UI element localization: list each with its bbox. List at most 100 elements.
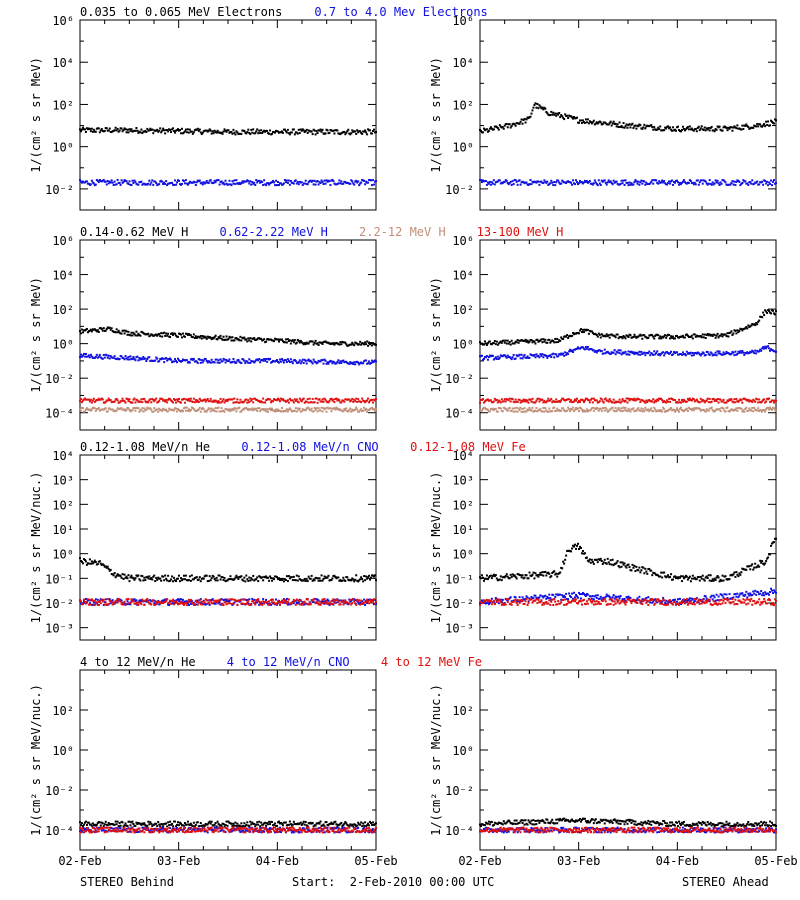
data-point (640, 179, 643, 182)
data-point (509, 573, 512, 576)
data-point (581, 119, 584, 122)
data-point (634, 179, 637, 182)
data-point (583, 399, 586, 402)
data-point (276, 602, 279, 605)
data-point (165, 180, 168, 183)
data-point (337, 600, 340, 603)
data-point (676, 125, 679, 128)
data-point (215, 131, 218, 134)
data-point (750, 182, 753, 185)
data-point (481, 358, 484, 361)
data-point (252, 409, 255, 412)
data-point (123, 408, 126, 411)
data-point (305, 577, 308, 580)
data-point (106, 179, 109, 182)
data-point (643, 334, 646, 337)
data-point (490, 577, 493, 580)
data-point (231, 598, 234, 601)
data-point (159, 577, 162, 580)
data-point (623, 336, 626, 339)
data-point (509, 357, 512, 360)
data-point (274, 184, 277, 187)
data-point (118, 599, 121, 602)
data-point (367, 181, 370, 184)
data-point (342, 182, 345, 185)
data-point (181, 410, 184, 413)
data-point (690, 354, 693, 357)
data-point (153, 407, 156, 410)
data-point (656, 350, 659, 353)
data-point (189, 579, 192, 582)
data-point (271, 181, 274, 184)
data-point (309, 577, 312, 580)
data-point (262, 600, 265, 603)
data-point (292, 401, 295, 404)
data-point (742, 127, 745, 130)
data-point (156, 357, 159, 360)
data-point (257, 599, 260, 602)
data-point (765, 310, 768, 313)
data-point (321, 410, 324, 413)
data-point (202, 408, 205, 411)
data-point (486, 358, 489, 361)
data-point (205, 410, 208, 413)
data-point (337, 359, 340, 362)
data-point (648, 399, 651, 402)
data-point (318, 577, 321, 580)
data-point (483, 406, 486, 409)
data-point (154, 359, 157, 362)
data-point (234, 576, 237, 579)
data-point (129, 576, 132, 579)
data-point (364, 604, 367, 607)
data-point (770, 312, 773, 315)
y-tick-label: 10⁴ (52, 56, 74, 70)
data-point (335, 362, 338, 365)
data-point (504, 355, 507, 358)
data-point (363, 400, 366, 403)
data-point (300, 360, 303, 363)
data-point (179, 333, 182, 336)
data-point (677, 410, 680, 413)
data-point (277, 577, 280, 580)
data-point (609, 352, 612, 355)
data-point (311, 179, 314, 182)
data-point (131, 179, 134, 182)
data-point (224, 601, 227, 604)
data-point (599, 336, 602, 339)
data-point (175, 360, 178, 363)
data-point (134, 359, 137, 362)
data-point (539, 571, 542, 574)
data-point (287, 598, 290, 601)
data-point (643, 123, 646, 126)
data-point (522, 119, 525, 122)
data-point (549, 576, 552, 579)
data-point (584, 118, 587, 121)
data-point (622, 399, 625, 402)
data-point (671, 179, 674, 182)
data-point (616, 351, 619, 354)
data-point (128, 358, 131, 361)
data-point (611, 406, 614, 409)
data-point (665, 336, 668, 339)
data-point (351, 397, 354, 400)
data-point (158, 407, 161, 410)
data-point (185, 131, 188, 134)
data-point (195, 128, 198, 131)
data-point (742, 351, 745, 354)
data-point (624, 337, 627, 340)
data-point (765, 182, 768, 185)
data-point (610, 563, 613, 566)
data-point (87, 603, 90, 606)
y-axis-label: 1/(cm² s sr MeV) (429, 277, 443, 393)
data-point (479, 577, 482, 580)
data-point (123, 358, 126, 361)
data-point (687, 182, 690, 185)
data-point (117, 130, 120, 133)
y-tick-label: 10⁴ (452, 56, 474, 70)
data-point (607, 561, 610, 564)
data-point (301, 358, 304, 361)
data-point (530, 183, 533, 186)
data-point (222, 409, 225, 412)
data-point (702, 336, 705, 339)
data-point (297, 575, 300, 578)
